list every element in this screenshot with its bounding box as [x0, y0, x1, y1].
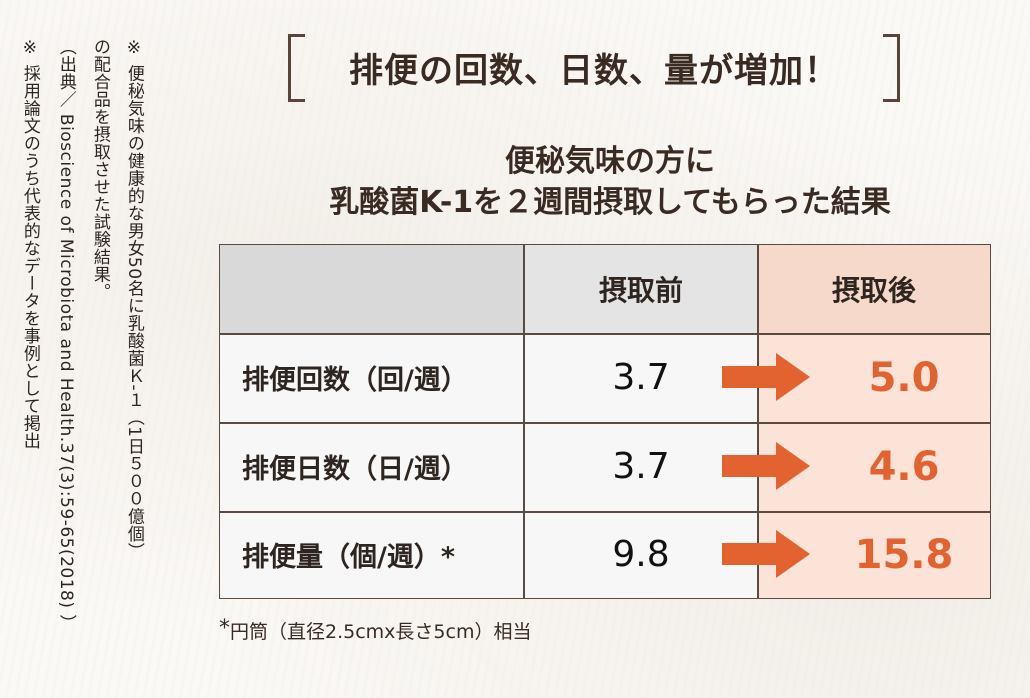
subtitle: 便秘気味の方に 乳酸菌K-1を２週間摂取してもらった結果: [230, 142, 990, 223]
footnote-text: 円筒（直径2.5cmx長さ5cm）相当: [230, 621, 532, 643]
table-column-divider: [523, 245, 525, 598]
subtitle-line-2: 乳酸菌K-1を２週間摂取してもらった結果: [329, 184, 891, 220]
table-row: 排便回数（回/週） 3.7 5.0: [220, 333, 990, 422]
header-empty-cell: [220, 245, 524, 333]
note-source: （出典／ Bioscience of Microbiota and Health…: [55, 38, 76, 632]
row-after-value: 5.0: [758, 333, 990, 422]
subtitle-line-1: 便秘気味の方に: [505, 144, 715, 179]
table-header-row: 摂取前 摂取後: [220, 245, 990, 333]
title-text: 排便の回数、日数、量が増加！: [349, 50, 839, 91]
row-label: 排便日数（日/週）: [220, 422, 524, 511]
row-label: 排便回数（回/週）: [220, 333, 524, 422]
table-divider: [220, 422, 990, 424]
row-before-value: 3.7: [524, 333, 758, 422]
note-study-description: ※ 便秘気味の健康的な男女50名に乳酸菌Ｋ-１（1日５００億個）: [123, 38, 144, 560]
results-table: 摂取前 摂取後 排便回数（回/週） 3.7 5.0 排便日数（日/週） 3.7 …: [219, 244, 991, 599]
page-title: 排便の回数、日数、量が増加！: [288, 34, 900, 102]
left-bracket: [288, 34, 305, 102]
header-before: 摂取前: [524, 245, 758, 333]
row-before-value: 9.8: [524, 511, 758, 598]
row-before-value: 3.7: [524, 422, 758, 511]
note-representative-data: ※ 採用論文のうち代表的なデータを事例として掲出: [19, 38, 40, 450]
right-bracket: [883, 34, 900, 102]
table-row: 排便量（個/週）* 9.8 15.8: [220, 511, 990, 598]
table-column-divider: [757, 245, 759, 598]
row-label: 排便量（個/週）*: [220, 511, 524, 598]
header-after: 摂取後: [758, 245, 990, 333]
footnote-mark: *: [219, 616, 230, 641]
table-divider: [220, 333, 990, 335]
footnote: *円筒（直径2.5cmx長さ5cm）相当: [219, 616, 531, 644]
arrow-right-icon: [722, 353, 810, 401]
table-row: 排便日数（日/週） 3.7 4.6: [220, 422, 990, 511]
table-divider: [220, 511, 990, 513]
arrow-right-icon: [722, 442, 810, 490]
arrow-right-icon: [722, 530, 810, 578]
note-study-result: の配合品を摂取させた試験結果。: [89, 38, 110, 301]
